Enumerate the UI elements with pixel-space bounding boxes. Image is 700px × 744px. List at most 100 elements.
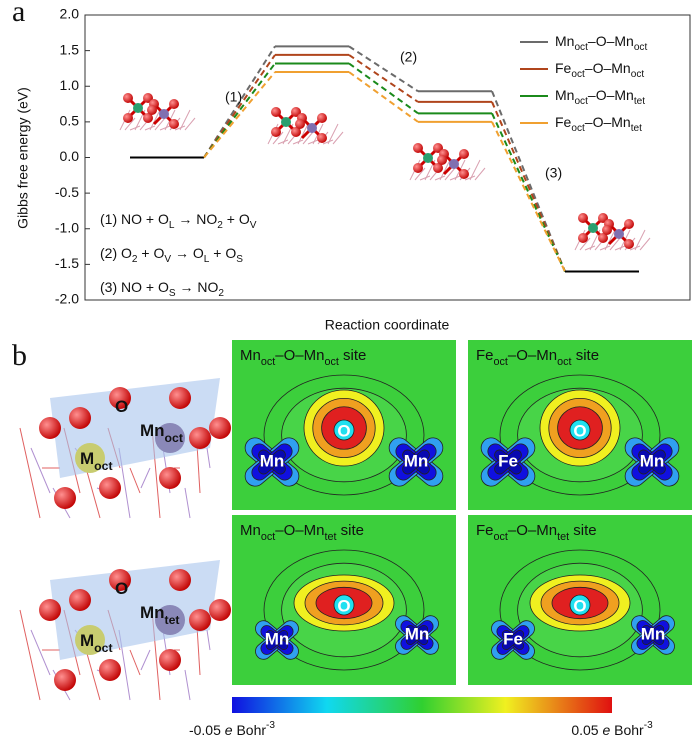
- atom-label: Mn: [265, 629, 290, 648]
- text-part: tet: [634, 96, 645, 107]
- bond: [434, 175, 446, 181]
- contour: [333, 594, 355, 616]
- metal: [423, 153, 433, 163]
- bond: [609, 237, 621, 251]
- oxygen: [459, 169, 469, 179]
- legend-label: Feoct–O–Mntet: [555, 114, 642, 134]
- oxygen: [598, 233, 608, 243]
- oxygen: [159, 467, 181, 489]
- text-part: oct: [94, 641, 112, 655]
- text-part: oct: [571, 69, 585, 80]
- oxygen: [109, 569, 131, 591]
- text-part: –O–Mn: [588, 87, 634, 103]
- reaction: (3) NO + OS → NO2: [100, 279, 224, 299]
- y-axis-label: Gibbs free energy (eV): [15, 87, 31, 229]
- text-part: + O: [223, 211, 250, 227]
- text-part: oct: [631, 69, 645, 80]
- text-part: Mn: [555, 87, 574, 103]
- metal: [133, 103, 143, 113]
- text-part: → O: [171, 245, 204, 261]
- text-part: Mn: [555, 33, 574, 49]
- annotation: (3): [545, 165, 562, 181]
- bond: [129, 125, 141, 131]
- oxygen: [413, 163, 423, 173]
- bond: [634, 229, 646, 251]
- text-part: –O–Mn: [508, 522, 557, 539]
- metal: [159, 109, 169, 119]
- oxygen: [189, 427, 211, 449]
- bond: [599, 245, 611, 251]
- text-part: oct: [494, 356, 508, 368]
- oxygen: [54, 669, 76, 691]
- text-part: site: [339, 347, 367, 364]
- oxygen: [109, 387, 131, 409]
- bond: [159, 125, 171, 131]
- bond: [30, 629, 51, 676]
- atom-label: Mn: [260, 451, 285, 470]
- atom-label: Fe: [498, 451, 518, 470]
- y-tick-label: -0.5: [55, 184, 79, 200]
- bond: [464, 175, 476, 181]
- bond: [206, 629, 211, 651]
- connector: [203, 54, 276, 159]
- oxygen: [317, 133, 327, 143]
- metal: [307, 123, 317, 133]
- bond: [414, 167, 426, 181]
- oxygen: [69, 407, 91, 429]
- structure: [19, 378, 231, 519]
- panel-label: a: [12, 0, 25, 28]
- bond: [179, 109, 191, 131]
- bond: [419, 175, 431, 181]
- text-part: –O–Mn: [508, 347, 557, 364]
- text-part: e: [225, 722, 233, 738]
- y-tick-label: 0.5: [60, 113, 80, 129]
- colorbar: [232, 697, 612, 713]
- text-part: oct: [494, 531, 508, 543]
- text-part: → NO: [174, 211, 217, 227]
- text-part: oct: [634, 42, 648, 53]
- atom-label: Mn: [404, 451, 429, 470]
- contour: [641, 624, 665, 646]
- oxygen: [413, 143, 423, 153]
- bond: [297, 123, 309, 145]
- atom-label: Fe: [503, 629, 523, 648]
- text-part: tet: [631, 123, 642, 134]
- structure-label: Mnoct: [140, 421, 183, 445]
- oxygen: [39, 417, 61, 439]
- text-part: oct: [165, 431, 183, 445]
- oxygen: [69, 589, 91, 611]
- text-part: oct: [324, 356, 338, 368]
- bond: [154, 117, 166, 131]
- metal: [155, 423, 185, 453]
- molecule: [119, 93, 196, 131]
- bond: [629, 245, 641, 251]
- oxygen: [295, 119, 305, 129]
- contour: [402, 449, 430, 475]
- text-part: L: [204, 254, 210, 265]
- map-title: Mnoct–O–Mntet site: [240, 522, 364, 543]
- bond: [579, 237, 591, 251]
- text-part: site: [569, 522, 597, 539]
- colorbar-label: -0.05 e Bohr-3: [189, 720, 275, 738]
- contour: [265, 629, 289, 651]
- oxygen: [169, 569, 191, 591]
- bond: [604, 229, 616, 251]
- text-part: Mn: [240, 522, 261, 539]
- text-part: oct: [574, 96, 588, 107]
- bond: [614, 245, 626, 251]
- connector: [348, 45, 419, 93]
- map-title: Mnoct–O–Mnoct site: [240, 347, 366, 368]
- text-part: oct: [261, 531, 275, 543]
- oxygen: [271, 127, 281, 137]
- bond: [449, 175, 461, 181]
- text-part: Fe: [476, 522, 494, 539]
- bond: [30, 447, 51, 494]
- text-part: oct: [574, 42, 588, 53]
- atom-label: Mn: [640, 451, 665, 470]
- reaction: (1) NO + OL → NO2 + OV: [100, 211, 257, 231]
- text-part: L: [169, 220, 175, 231]
- y-tick-label: -2.0: [55, 291, 79, 307]
- text-part: –O–Mn: [585, 114, 631, 130]
- text-part: oct: [571, 123, 585, 134]
- text-part: site: [572, 347, 600, 364]
